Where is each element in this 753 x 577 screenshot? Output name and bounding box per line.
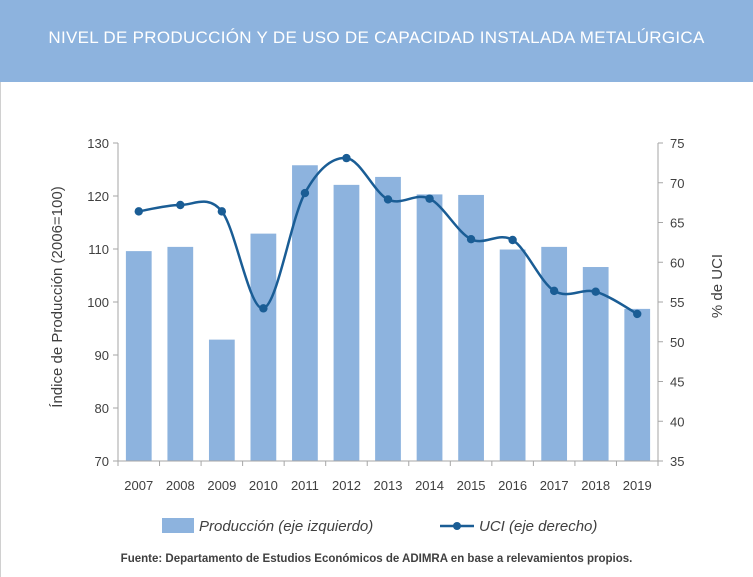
legend-line-label: UCI (eje derecho) (479, 518, 597, 535)
chart-title: NIVEL DE PRODUCCIÓN Y DE USO DE CAPACIDA… (48, 28, 705, 47)
header-bar: NIVEL DE PRODUCCIÓN Y DE USO DE CAPACIDA… (0, 0, 753, 82)
bar-2011 (292, 165, 318, 461)
x-tick-label-2012: 2012 (332, 478, 361, 493)
legend-line-marker (453, 522, 461, 530)
uci-point-2007 (134, 207, 143, 216)
bar-2017 (541, 246, 568, 461)
y-left-tick-label: 100 (87, 295, 109, 310)
bar-2008 (167, 246, 194, 461)
uci-point-2015 (466, 234, 476, 244)
y-left-tick-label: 70 (95, 454, 109, 469)
uci-point-2019 (633, 309, 642, 319)
bar-2018 (582, 267, 609, 461)
x-tick-label-2011: 2011 (291, 478, 319, 493)
y-right-tick-label: 65 (670, 216, 684, 231)
y-right-tick-label: 75 (670, 136, 684, 151)
legend-bar-label: Producción (eje izquierdo) (199, 518, 373, 535)
uci-point-2009 (217, 207, 227, 216)
y-right-tick-label: 70 (670, 176, 684, 191)
bar-2009 (208, 339, 235, 461)
y-left-tick-label: 80 (95, 401, 109, 416)
source-note: Fuente: Departamento de Estudios Económi… (120, 553, 633, 565)
bar-2007 (125, 251, 152, 461)
uci-point-2013 (383, 195, 393, 204)
y-right-tick-label: 40 (670, 414, 684, 429)
bar-2014 (416, 194, 443, 461)
uci-point-2008 (176, 200, 185, 210)
y-left-tick-label: 130 (87, 136, 109, 151)
uci-point-2012 (342, 153, 351, 163)
x-tick-label-2014: 2014 (415, 478, 444, 493)
x-tick-label-2019: 2019 (623, 478, 652, 493)
x-tick-label-2009: 2009 (207, 478, 236, 493)
legend: Producción (eje izquierdo) UCI (eje dere… (162, 518, 597, 535)
axes-layer (113, 142, 663, 466)
x-tick-label-2013: 2013 (374, 478, 403, 493)
uci-point-2011 (300, 188, 310, 198)
bar-2010 (250, 233, 277, 461)
y-right-tick-label: 35 (670, 454, 684, 469)
y-axis-right-title: % de UCI (709, 254, 726, 318)
bar-2012 (333, 184, 360, 461)
bar-2016 (499, 249, 526, 461)
y-right-tick-label: 55 (670, 295, 684, 310)
y-right-tick-label: 50 (670, 335, 684, 350)
uci-point-2018 (591, 287, 600, 296)
y-left-tick-label: 120 (87, 189, 109, 204)
x-tick-label-2010: 2010 (249, 478, 278, 493)
uci-point-2014 (425, 194, 434, 203)
x-tick-label-2015: 2015 (457, 478, 486, 493)
x-tick-label-2008: 2008 (166, 478, 195, 493)
y-left-tick-label: 110 (88, 242, 109, 257)
ticks-layer: 70 80 90 100 110 120 130 35 40 45 50 55 60 65 70 75 2007… (87, 136, 684, 493)
y-right-tick-label: 60 (670, 255, 684, 270)
uci-line-layer (134, 153, 642, 319)
y-axis-left-title: Índice de Producción (2006=100) (49, 186, 66, 407)
x-tick-label-2016: 2016 (498, 478, 527, 493)
bar-2013 (375, 176, 401, 462)
bar-2019 (624, 308, 651, 461)
uci-point-2010 (259, 304, 268, 313)
x-tick-label-2007: 2007 (124, 478, 153, 493)
x-tick-label-2017: 2017 (540, 478, 569, 493)
y-left-tick-label: 90 (95, 348, 109, 363)
x-tick-label-2018: 2018 (581, 478, 610, 493)
bar-2015 (458, 194, 484, 461)
y-right-tick-label: 45 (670, 375, 684, 390)
legend-bar-swatch (162, 518, 194, 533)
bars-layer (125, 165, 651, 462)
uci-point-2017 (549, 286, 559, 296)
uci-point-2016 (508, 235, 517, 245)
